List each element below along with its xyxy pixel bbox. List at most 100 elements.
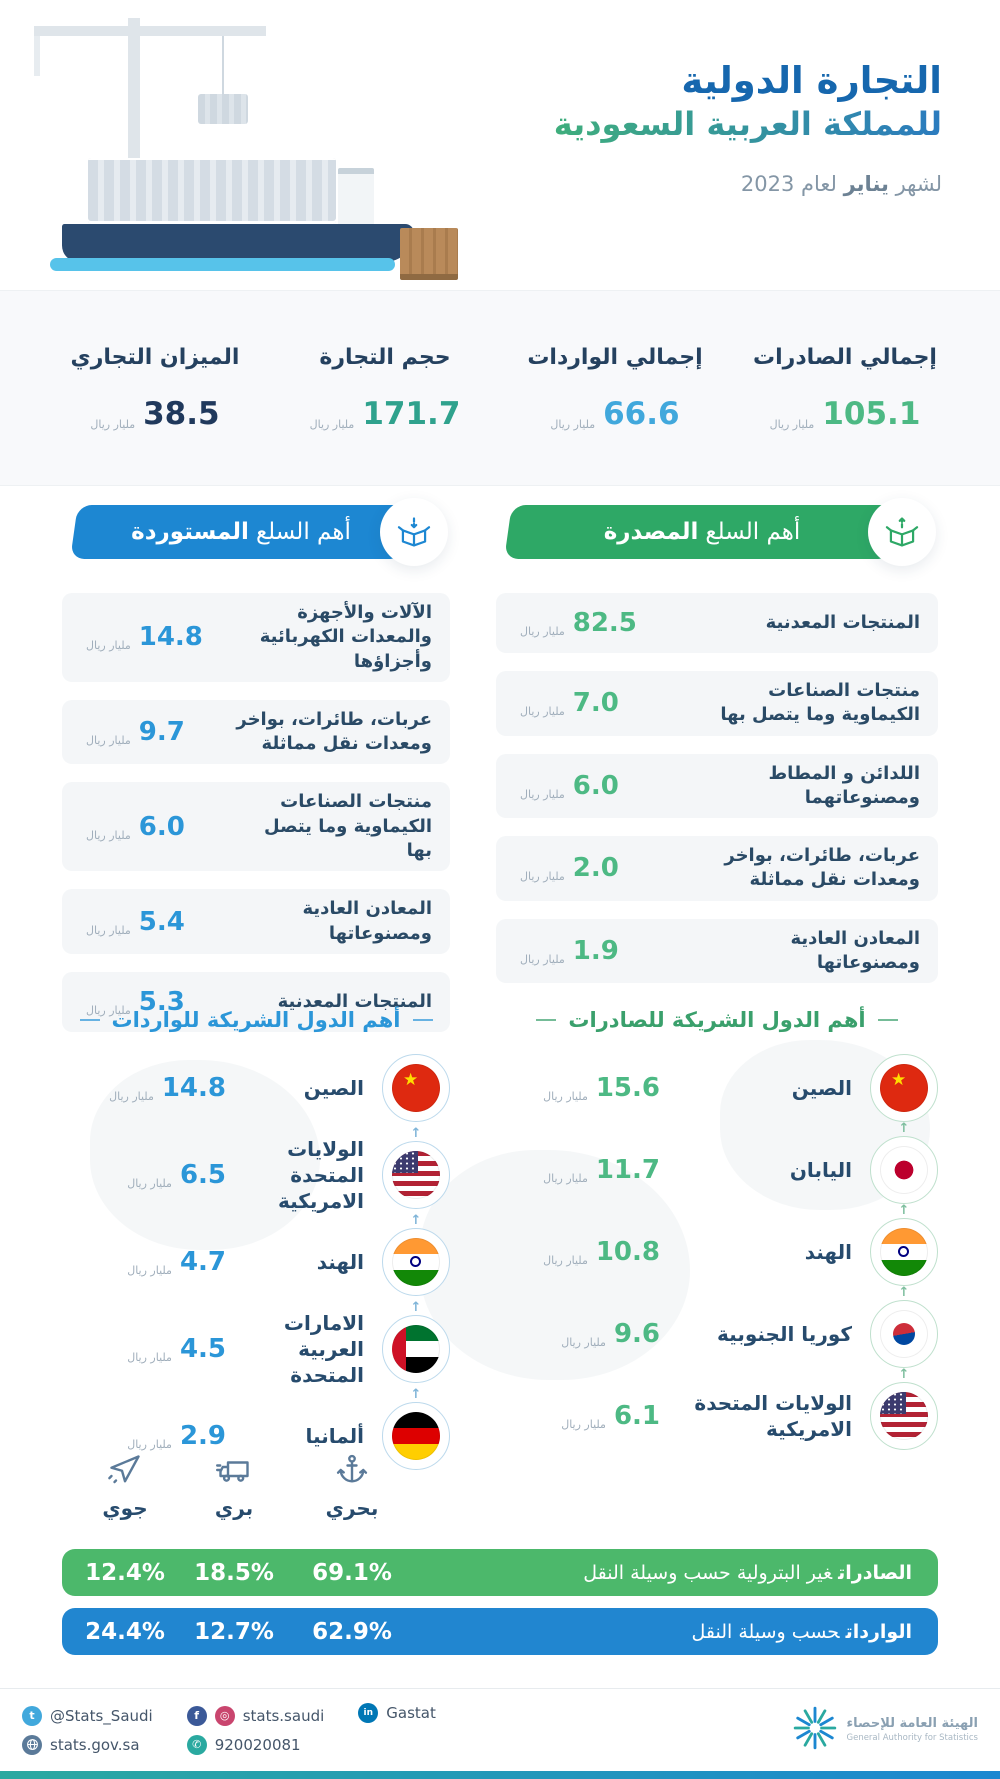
good-label: المعادن العادية ومصنوعاتها xyxy=(302,898,432,944)
imported-good-row: المنتجات المعدنية 5.3 مليار ريال xyxy=(62,971,450,1032)
unit-label: مليار ريال xyxy=(561,1417,606,1431)
summary-total-exports: إجمالي الصادرات 105.1 مليار ريال xyxy=(753,344,937,432)
unit-label: مليار ريال xyxy=(520,952,565,966)
social-handle[interactable]: f ◎ stats.saudi xyxy=(186,1705,324,1726)
total-imports-value: 66.6 xyxy=(603,395,680,432)
unit-label: مليار ريال xyxy=(127,1437,172,1451)
import-partners-section: أهم الدول الشريكة للواردات الصين 14.8 ملي… xyxy=(62,1008,450,1484)
phone-number[interactable]: ✆ 920020081 xyxy=(186,1734,325,1755)
good-value: 5.3 xyxy=(138,986,185,1017)
crane-tip xyxy=(34,36,40,76)
imported-goods-header: أهم السلع المستوردة xyxy=(74,498,448,566)
twitter-handle[interactable]: t @Stats_Saudi xyxy=(22,1705,153,1726)
imports-bar-label: الوارداتحسب وسيلة النقل xyxy=(691,1620,912,1643)
exports-bar-label: الصادراتغير البترولية حسب وسيلة النقل xyxy=(583,1561,912,1584)
good-value: 9.7 xyxy=(138,717,185,748)
export-partners-title: أهم الدول الشريكة للصادرات xyxy=(496,1008,938,1032)
export-partner-row: الولايات المتحدة الامريكية 6.1 مليار ريال xyxy=(496,1382,938,1450)
imports-land-share: 12.7% xyxy=(194,1618,274,1645)
transport-mode-land: بري xyxy=(179,1452,289,1520)
exported-goods-section: أهم السلع المصدرة المنتجات المعدنية 82.5 م… xyxy=(496,498,938,1001)
exported-goods-header: أهم السلع المصدرة xyxy=(508,498,936,566)
linkedin-handle[interactable]: in Gastat xyxy=(358,1703,436,1723)
partner-value: 11.7 xyxy=(595,1155,660,1185)
truck-icon xyxy=(216,1461,252,1492)
dash-decoration xyxy=(79,1019,100,1021)
good-value: 82.5 xyxy=(572,608,637,638)
summary-trade-volume: حجم التجارة 171.7 مليار ريال xyxy=(309,344,461,432)
usa-flag-icon xyxy=(880,1392,928,1440)
trade-volume-value: 171.7 xyxy=(362,395,461,432)
unit-label: مليار ريال xyxy=(86,1003,131,1017)
country-name: الهند xyxy=(316,1250,364,1274)
page-title-line2: للمملكة العربية السعودية xyxy=(554,104,942,146)
unit-label: مليار ريال xyxy=(86,639,131,653)
japan-flag-icon xyxy=(880,1146,928,1194)
unit-label: مليار ريال xyxy=(127,1350,172,1364)
germany-flag-icon xyxy=(392,1412,440,1460)
partner-value: 2.9 xyxy=(179,1421,226,1451)
page-title-line1: التجارة الدولية xyxy=(681,59,942,102)
partner-value: 15.6 xyxy=(595,1073,660,1103)
flag-ring xyxy=(870,1218,938,1286)
unit-label: مليار ريال xyxy=(543,1171,588,1185)
unit-label: مليار ريال xyxy=(561,1335,606,1349)
exported-good-row: عربات، طائرات، بواخر ومعدات نقل مماثلة 2… xyxy=(496,836,938,901)
export-partner-row: الصين 15.6 مليار ريال xyxy=(496,1054,938,1122)
org-name-arabic: الهيئة العامة للإحصاء xyxy=(846,1716,978,1732)
phone-icon: ✆ xyxy=(186,1734,207,1755)
good-value: 6.0 xyxy=(138,811,185,842)
good-label: اللدائن و المطاط ومصنوعاتهما xyxy=(768,762,920,808)
good-value: 1.9 xyxy=(572,936,619,967)
india-flag-icon xyxy=(392,1238,440,1286)
country-name: اليابان xyxy=(789,1158,852,1182)
unit-label: مليار ريال xyxy=(543,1253,588,1267)
exported-good-row: اللدائن و المطاط ومصنوعاتهما 6.0 مليار ري… xyxy=(496,753,938,819)
unit-label: مليار ريال xyxy=(769,418,815,432)
exports-land-share: 18.5% xyxy=(194,1559,274,1586)
cargo-boxes xyxy=(400,228,458,280)
partner-value: 9.6 xyxy=(613,1319,660,1349)
unit-label: مليار ريال xyxy=(520,624,565,638)
ship-containers xyxy=(88,158,336,224)
import-partner-row: ألمانيا 2.9 مليار ريال xyxy=(62,1402,450,1470)
import-partner-row: الامارات العربية المتحدة 4.5 مليار ريال xyxy=(62,1310,450,1388)
dash-decoration xyxy=(877,1019,898,1021)
ship-hull xyxy=(62,224,414,262)
imports-air-share: 24.4% xyxy=(85,1618,165,1645)
import-partner-row: الهند 4.7 مليار ريال xyxy=(62,1228,450,1296)
country-name: الصين xyxy=(303,1076,364,1100)
unit-label: مليار ريال xyxy=(86,734,131,748)
south-korea-flag-icon xyxy=(880,1310,928,1358)
good-label: المنتجات المعدنية xyxy=(277,990,432,1012)
footer: t @Stats_Saudi stats.gov.sa f ◎ stats.saudi… xyxy=(0,1688,1000,1771)
world-map-background xyxy=(420,1150,690,1380)
ship-icon xyxy=(334,1454,370,1492)
good-label: منتجات الصناعات الكيماوية وما يتصل بها xyxy=(720,680,920,726)
website-link[interactable]: stats.gov.sa xyxy=(22,1734,153,1755)
unit-label: مليار ريال xyxy=(520,787,565,801)
flag-ring xyxy=(870,1054,938,1122)
unit-label: مليار ريال xyxy=(109,1089,154,1103)
imported-good-row: منتجات الصناعات الكيماوية وما يتصل بها 6… xyxy=(62,782,450,872)
partner-value: 4.7 xyxy=(179,1247,226,1277)
good-value: 2.0 xyxy=(572,853,619,884)
country-name: ألمانيا xyxy=(305,1424,364,1448)
dash-decoration xyxy=(536,1019,557,1021)
unit-label: مليار ريال xyxy=(86,828,131,842)
good-label: المعادن العادية ومصنوعاتها xyxy=(790,927,920,974)
export-partners-section: أهم الدول الشريكة للصادرات الصين 15.6 ملي… xyxy=(496,1008,938,1464)
unit-label: مليار ريال xyxy=(90,418,136,432)
unit-label: مليار ريال xyxy=(86,923,131,937)
export-box-icon xyxy=(868,498,936,566)
crane-boom xyxy=(34,26,266,36)
good-label: المنتجات المعدنية xyxy=(765,611,920,633)
facebook-icon: f xyxy=(186,1705,207,1726)
good-label: الآلات والأجهزة والمعدات الكهربائية وأجز… xyxy=(259,602,432,672)
china-flag-icon xyxy=(392,1064,440,1112)
country-name: الولايات المتحدة الامريكية xyxy=(277,1137,364,1213)
crane-cable xyxy=(222,36,224,94)
import-box-icon xyxy=(380,498,448,566)
twitter-icon: t xyxy=(22,1705,42,1726)
